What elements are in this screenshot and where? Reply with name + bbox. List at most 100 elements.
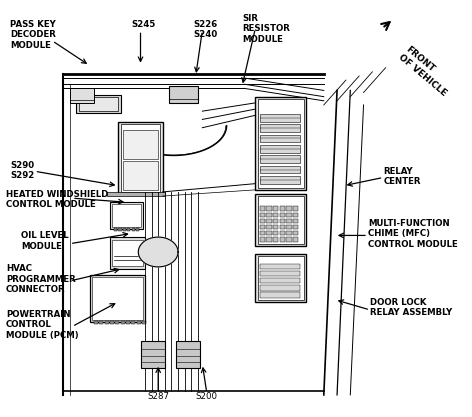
Bar <box>279 231 285 236</box>
Bar <box>112 240 143 266</box>
Bar <box>127 228 130 231</box>
Polygon shape <box>138 237 178 267</box>
Bar <box>1 1 443 93</box>
Bar <box>293 225 298 229</box>
Bar <box>266 213 272 217</box>
Bar <box>260 271 300 276</box>
Text: POWERTRAIN
CONTROL
MODULE (PCM): POWERTRAIN CONTROL MODULE (PCM) <box>6 310 78 340</box>
Bar <box>110 238 145 269</box>
Bar <box>258 256 304 300</box>
Bar <box>112 204 141 227</box>
Bar <box>260 166 300 173</box>
Bar <box>258 99 304 188</box>
Text: S287: S287 <box>147 392 169 401</box>
Bar <box>266 238 272 241</box>
Bar <box>286 231 292 236</box>
Bar <box>273 225 278 229</box>
Bar <box>76 95 121 113</box>
Bar <box>260 231 265 236</box>
Bar <box>260 264 300 269</box>
Bar <box>260 135 300 142</box>
Bar <box>260 114 300 121</box>
Text: S245: S245 <box>132 20 156 29</box>
Bar <box>94 321 98 324</box>
Bar <box>136 228 139 231</box>
Text: MULTI-FUNCTION
CHIME (MFC)
CONTROL MODULE: MULTI-FUNCTION CHIME (MFC) CONTROL MODUL… <box>368 219 458 249</box>
Bar <box>121 321 125 324</box>
Bar <box>131 321 135 324</box>
Bar <box>255 97 306 190</box>
Bar <box>279 206 285 211</box>
Text: HVAC
PROGRAMMER
CONNECTOR: HVAC PROGRAMMER CONNECTOR <box>6 264 76 294</box>
Bar <box>126 321 130 324</box>
Bar <box>260 176 300 183</box>
Bar <box>279 219 285 223</box>
Bar <box>123 228 126 231</box>
Bar <box>273 213 278 217</box>
Bar <box>105 321 109 324</box>
Bar <box>255 254 306 302</box>
Bar <box>260 219 265 223</box>
Bar <box>142 321 146 324</box>
Bar <box>260 225 265 229</box>
Bar <box>266 225 272 229</box>
Bar <box>260 238 265 241</box>
Bar <box>260 145 300 153</box>
Bar <box>286 219 292 223</box>
Bar <box>279 238 285 241</box>
Bar <box>286 225 292 229</box>
Bar <box>260 213 265 217</box>
Bar <box>255 194 306 246</box>
Bar <box>176 341 200 368</box>
Bar <box>279 225 285 229</box>
Bar <box>90 275 145 322</box>
Bar <box>110 202 143 229</box>
Bar <box>260 124 300 132</box>
Bar <box>110 321 114 324</box>
Text: DOOR LOCK
RELAY ASSEMBLY: DOOR LOCK RELAY ASSEMBLY <box>370 298 453 317</box>
Bar <box>266 219 272 223</box>
Bar <box>123 130 158 159</box>
Bar <box>136 321 141 324</box>
Text: FRONT
OF VEHICLE: FRONT OF VEHICLE <box>396 45 455 98</box>
Bar <box>279 213 285 217</box>
Bar <box>108 192 165 196</box>
Text: HEATED WINDSHIELD
CONTROL MODULE: HEATED WINDSHIELD CONTROL MODULE <box>6 190 108 209</box>
Bar <box>114 228 117 231</box>
Bar <box>260 278 300 284</box>
Bar <box>132 228 135 231</box>
Bar <box>92 277 143 320</box>
Bar <box>70 88 94 103</box>
Bar <box>293 213 298 217</box>
Bar <box>118 228 121 231</box>
Text: S290
S292: S290 S292 <box>10 161 34 180</box>
Bar <box>260 206 265 211</box>
Bar <box>273 206 278 211</box>
Bar <box>121 123 160 192</box>
Bar <box>258 196 304 244</box>
Bar <box>266 231 272 236</box>
Bar <box>293 238 298 241</box>
Bar <box>293 206 298 211</box>
Text: S200: S200 <box>196 392 218 401</box>
Text: S226
S240: S226 S240 <box>194 20 218 40</box>
Bar <box>115 321 119 324</box>
Bar <box>79 98 118 111</box>
Bar <box>293 219 298 223</box>
Bar <box>100 321 103 324</box>
Bar <box>286 213 292 217</box>
Text: RELAY
CENTER: RELAY CENTER <box>383 167 421 186</box>
Bar <box>141 341 165 368</box>
Bar <box>260 292 300 298</box>
Text: PASS KEY
DECODER
MODULE: PASS KEY DECODER MODULE <box>10 20 56 50</box>
Bar <box>273 231 278 236</box>
Bar <box>260 285 300 291</box>
Bar <box>169 86 198 103</box>
Bar <box>273 219 278 223</box>
Bar <box>286 238 292 241</box>
Text: SIR
RESISTOR
MODULE: SIR RESISTOR MODULE <box>242 14 290 44</box>
Bar <box>293 231 298 236</box>
Bar <box>118 121 162 194</box>
Bar <box>273 238 278 241</box>
Text: OIL LEVEL
MODULE: OIL LEVEL MODULE <box>21 231 69 251</box>
